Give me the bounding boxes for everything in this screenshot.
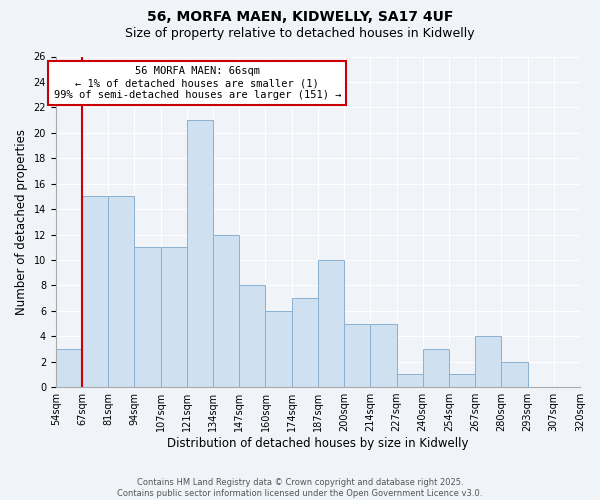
Y-axis label: Number of detached properties: Number of detached properties (15, 129, 28, 315)
Bar (423, 349, 449, 387)
Text: 56, MORFA MAEN, KIDWELLY, SA17 4UF: 56, MORFA MAEN, KIDWELLY, SA17 4UF (147, 10, 453, 24)
Bar (292, 298, 318, 387)
Bar (161, 247, 187, 387)
Bar (397, 374, 423, 387)
Text: 56 MORFA MAEN: 66sqm
← 1% of detached houses are smaller (1)
99% of semi-detache: 56 MORFA MAEN: 66sqm ← 1% of detached ho… (53, 66, 341, 100)
Text: Contains HM Land Registry data © Crown copyright and database right 2025.
Contai: Contains HM Land Registry data © Crown c… (118, 478, 482, 498)
Bar (82, 196, 108, 387)
Bar (449, 374, 475, 387)
Bar (344, 324, 370, 387)
Bar (239, 286, 265, 387)
Bar (108, 196, 134, 387)
Bar (475, 336, 502, 387)
Bar (187, 120, 213, 387)
Bar (134, 247, 161, 387)
Bar (56, 349, 82, 387)
Text: Size of property relative to detached houses in Kidwelly: Size of property relative to detached ho… (125, 28, 475, 40)
Bar (370, 324, 397, 387)
X-axis label: Distribution of detached houses by size in Kidwelly: Distribution of detached houses by size … (167, 437, 469, 450)
Bar (213, 234, 239, 387)
Bar (265, 311, 292, 387)
Bar (502, 362, 527, 387)
Bar (318, 260, 344, 387)
